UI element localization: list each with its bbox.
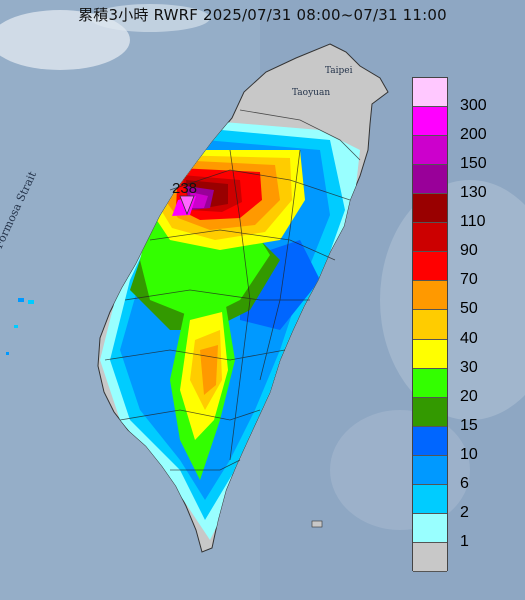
boundary-lines (104, 109, 361, 471)
legend-tick-label: 300 (460, 97, 487, 115)
legend-swatch (413, 281, 447, 311)
taoyuan-label: Taoyuan (292, 88, 331, 98)
rainfall-field (100, 120, 360, 540)
taipei-label: Taipei (325, 66, 353, 76)
legend-swatch (413, 455, 447, 485)
legend-tick-label: 10 (460, 445, 478, 463)
legend-tick-label: 30 (460, 358, 478, 376)
peak-value-label: 238 (172, 180, 198, 197)
boundary-line (124, 289, 310, 301)
boundary-line (229, 149, 251, 461)
legend-swatch (413, 542, 447, 572)
offshore-islands (6, 298, 323, 528)
cloud-patch (330, 410, 470, 530)
green-island (311, 520, 323, 528)
legend-tick-label: 90 (460, 242, 478, 260)
legend-swatch (413, 136, 447, 166)
legend-tick-label: 15 (460, 416, 478, 434)
boundary-line (104, 349, 286, 361)
map-title: 累積3小時 RWRF 2025/07/31 08:00~07/31 11:00 (78, 6, 447, 24)
legend-swatch (413, 426, 447, 456)
legend-swatch (413, 223, 447, 253)
peak-marker (179, 195, 195, 216)
boundary-line (259, 149, 301, 381)
boundary-line (169, 169, 351, 201)
legend-swatch (413, 194, 447, 224)
legend-swatch (413, 368, 447, 398)
legend-tick-label: 50 (460, 300, 478, 318)
cloud-patch (0, 10, 130, 70)
rain-150mm (190, 192, 208, 208)
legend-tick-label: 70 (460, 271, 478, 289)
legend-swatch (413, 107, 447, 137)
boundary-line (170, 459, 241, 471)
penghu-island (6, 352, 9, 355)
legend-tick-label: 2 (460, 503, 469, 521)
legend-tick-label: 110 (460, 213, 486, 231)
boundary-line (149, 229, 336, 261)
penghu-island (28, 300, 34, 304)
legend-swatch (413, 165, 447, 195)
legend-tick-label: 130 (460, 184, 487, 202)
legend-swatch (413, 78, 447, 108)
color-legend (412, 77, 448, 572)
penghu-island (18, 298, 24, 302)
legend-swatch (413, 252, 447, 282)
legend-swatch (413, 397, 447, 427)
legend-swatch (413, 310, 447, 340)
legend-swatch (413, 513, 447, 543)
legend-swatch (413, 484, 447, 514)
legend-tick-label: 40 (460, 329, 478, 347)
penghu-island (14, 325, 18, 328)
legend-tick-label: 20 (460, 387, 478, 405)
legend-tick-label: 200 (460, 126, 487, 144)
boundary-line (239, 109, 361, 161)
legend-tick-label: 150 (460, 155, 487, 173)
legend-swatch (413, 339, 447, 369)
boundary-line (119, 409, 261, 421)
legend-tick-label: 6 (460, 474, 469, 492)
cloud-patch (90, 4, 210, 32)
legend-tick-label: 1 (460, 532, 469, 550)
